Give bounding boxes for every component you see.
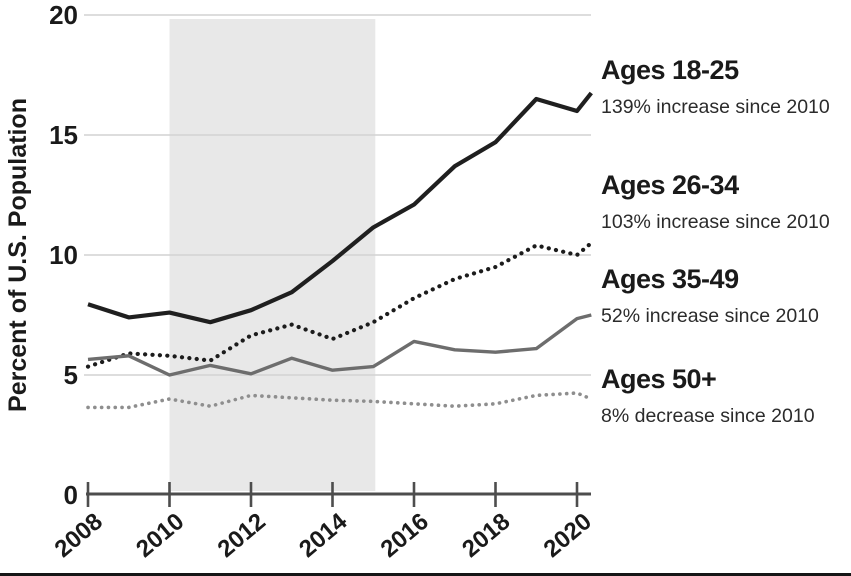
x-tick-label-2020: 2020 xyxy=(539,508,597,563)
legend-annotation-ages-18-25: 139% increase since 2010 xyxy=(601,96,830,118)
series-line-ages-50- xyxy=(86,391,594,410)
x-tick-label-2016: 2016 xyxy=(376,508,434,563)
legend-entry-ages-50plus: Ages 50+ 8% decrease since 2010 xyxy=(601,363,851,428)
x-tick-label-2018: 2018 xyxy=(457,508,515,563)
legend-entry-ages-35-49: Ages 35-49 52% increase since 2010 xyxy=(601,263,851,328)
legend-entry-ages-26-34: Ages 26-34 103% increase since 2010 xyxy=(601,169,851,234)
legend-annotation-ages-26-34: 103% increase since 2010 xyxy=(601,211,830,233)
x-tick-label-2012: 2012 xyxy=(213,508,271,563)
legend-title-ages-26-34: Ages 26-34 xyxy=(601,170,739,200)
y-tick-label-20: 20 xyxy=(49,0,78,30)
series-layer xyxy=(85,91,594,410)
y-tick-label-15: 15 xyxy=(49,120,78,150)
legend-title-ages-35-49: Ages 35-49 xyxy=(601,264,739,294)
series-line-ages-35-49 xyxy=(87,313,592,377)
legend-annotation-ages-35-49: 52% increase since 2010 xyxy=(601,305,819,327)
x-tick-label-2010: 2010 xyxy=(131,508,189,563)
legend-title-ages-50plus: Ages 50+ xyxy=(601,364,717,394)
axis-layer xyxy=(86,482,591,507)
x-tick-label-2008: 2008 xyxy=(50,508,108,563)
legend-entry-ages-18-25: Ages 18-25 139% increase since 2010 xyxy=(601,54,851,119)
series-line-ages-18-25 xyxy=(87,91,593,325)
y-tick-label-5: 5 xyxy=(64,360,78,390)
y-tick-label-0: 0 xyxy=(64,480,78,510)
legend: Ages 18-25 139% increase since 2010 Ages… xyxy=(601,0,851,573)
y-axis-title: Percent of U.S. Population xyxy=(4,98,32,412)
legend-annotation-ages-50plus: 8% decrease since 2010 xyxy=(601,405,815,427)
y-tick-label-10: 10 xyxy=(49,240,78,270)
series-line-ages-26-34 xyxy=(85,240,594,369)
x-tick-label-2014: 2014 xyxy=(294,507,353,562)
legend-title-ages-18-25: Ages 18-25 xyxy=(601,55,739,85)
